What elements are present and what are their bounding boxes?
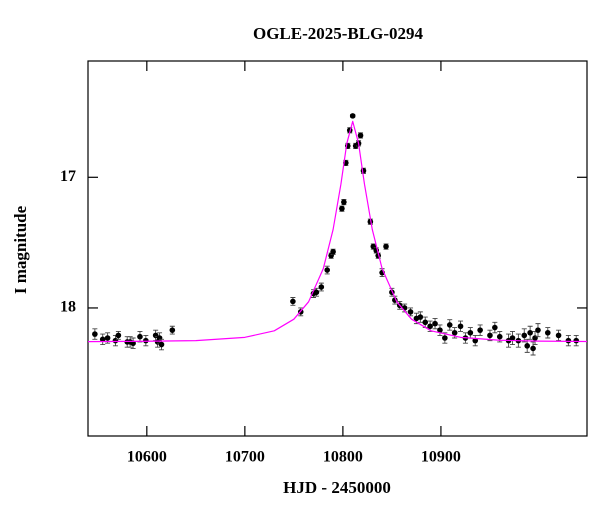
- data-point: [451, 329, 458, 336]
- data-point: [496, 333, 503, 340]
- data-point: [437, 327, 443, 333]
- data-point: [457, 323, 464, 330]
- data-point: [521, 332, 528, 339]
- x-tick-label: 10700: [225, 449, 265, 466]
- data-point: [341, 199, 347, 205]
- data-point: [417, 314, 424, 320]
- data-point: [530, 345, 536, 352]
- data-point: [535, 327, 541, 333]
- data-point: [360, 167, 367, 174]
- x-axis-label: HJD - 2450000: [283, 478, 391, 497]
- x-tick-label: 10900: [421, 449, 461, 466]
- chart-title: OGLE-2025-BLG-0294: [253, 24, 424, 43]
- data-point: [99, 336, 106, 343]
- data-point: [524, 343, 530, 349]
- plot-frame: [87, 60, 588, 437]
- data-point: [565, 337, 572, 344]
- x-tick-label: 10600: [127, 449, 167, 466]
- y-axis-label: I magnitude: [11, 205, 30, 294]
- data-point: [432, 320, 438, 327]
- data-point: [509, 335, 516, 341]
- model-curve: [87, 120, 588, 343]
- data-point: [487, 332, 493, 339]
- data-point: [318, 284, 325, 290]
- y-tick-label: 17: [60, 168, 76, 185]
- data-point: [446, 322, 453, 328]
- data-point: [383, 243, 389, 250]
- data-point: [544, 329, 551, 336]
- data-point: [442, 335, 448, 341]
- data-point: [104, 335, 111, 341]
- data-point: [158, 341, 165, 348]
- data-point: [573, 337, 580, 344]
- data-point: [527, 329, 533, 336]
- data-point: [349, 113, 356, 119]
- data-point: [472, 337, 479, 344]
- data-point: [290, 298, 296, 305]
- data-point: [169, 327, 176, 333]
- data-point: [92, 331, 98, 337]
- data-point: [477, 327, 483, 333]
- data-point: [143, 337, 149, 344]
- data-point: [137, 333, 143, 340]
- data-point: [532, 335, 538, 341]
- y-tick-label: 18: [60, 299, 76, 316]
- data-point: [330, 248, 336, 255]
- data-point: [313, 289, 320, 296]
- data-point: [115, 332, 122, 339]
- x-tick-label: 10800: [323, 449, 363, 466]
- data-point: [467, 329, 474, 336]
- data-point: [339, 205, 345, 212]
- data-point: [555, 332, 562, 339]
- data-point: [112, 337, 119, 344]
- data-point: [427, 323, 433, 330]
- data-point: [324, 267, 331, 273]
- data-point: [492, 324, 498, 331]
- data-point: [422, 319, 429, 326]
- data-point: [357, 132, 364, 139]
- data-point: [407, 309, 414, 315]
